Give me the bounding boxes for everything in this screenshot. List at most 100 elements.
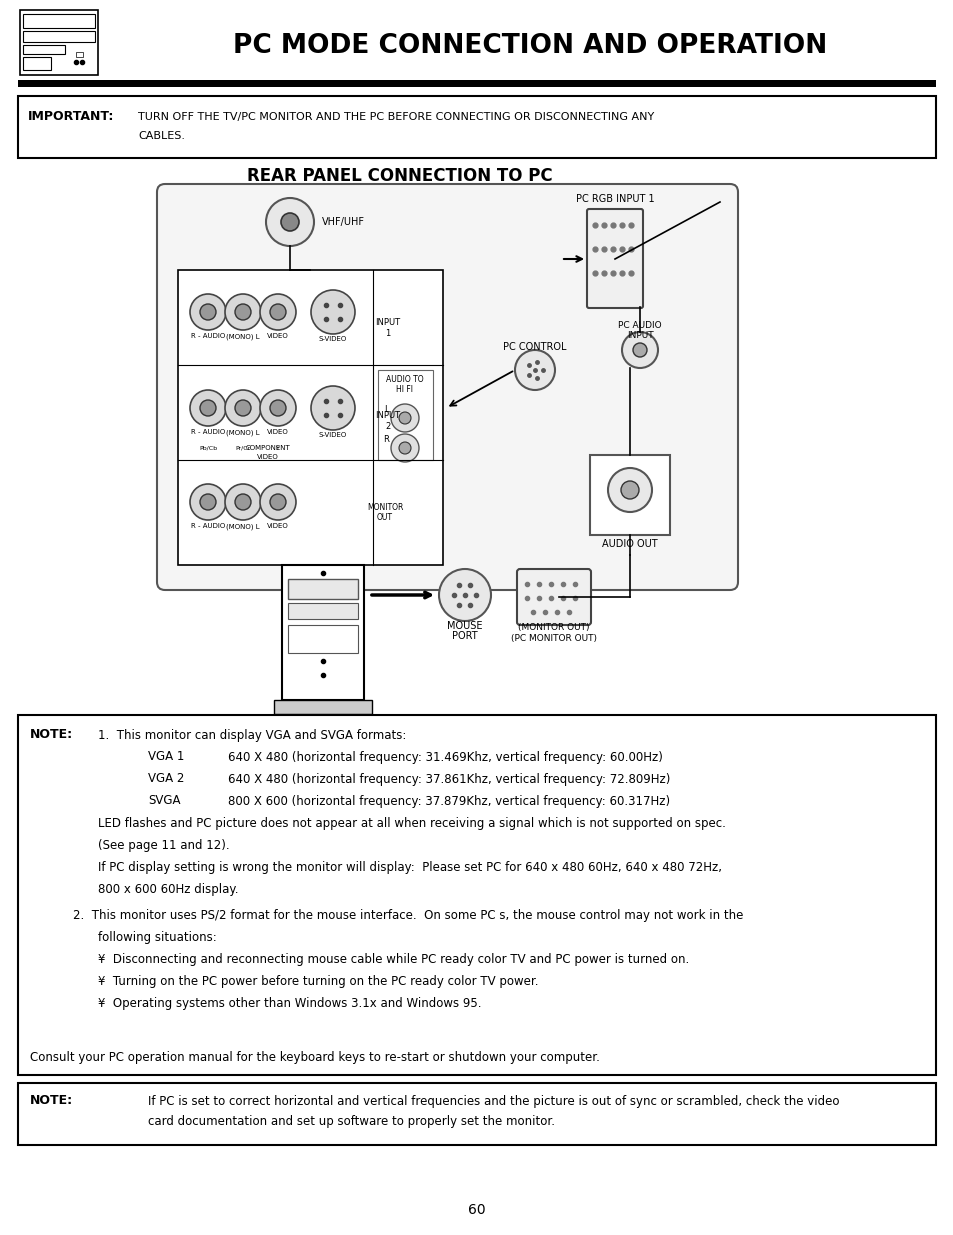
Circle shape: [260, 390, 295, 426]
Circle shape: [190, 390, 226, 426]
Text: PC AUDIO: PC AUDIO: [618, 321, 661, 330]
Bar: [282, 564, 364, 700]
Text: (MONO) L: (MONO) L: [226, 429, 259, 436]
Text: NOTE:: NOTE:: [30, 1094, 73, 1108]
Bar: [23, 57, 51, 70]
Circle shape: [270, 400, 286, 416]
Bar: [377, 370, 433, 459]
Circle shape: [225, 294, 261, 330]
Bar: [288, 625, 357, 653]
Text: CABLES.: CABLES.: [138, 131, 185, 141]
Text: 1.  This monitor can display VGA and SVGA formats:: 1. This monitor can display VGA and SVGA…: [98, 729, 406, 741]
Text: S-VIDEO: S-VIDEO: [318, 336, 347, 342]
Bar: [288, 579, 357, 599]
Text: following situations:: following situations:: [98, 930, 216, 944]
Text: VGA 2: VGA 2: [148, 773, 184, 785]
Text: card documentation and set up software to properly set the monitor.: card documentation and set up software t…: [148, 1114, 555, 1128]
Circle shape: [200, 494, 215, 510]
Bar: [274, 700, 372, 714]
Bar: [23, 31, 95, 42]
Text: VGA 1: VGA 1: [148, 751, 184, 763]
Bar: [18, 96, 935, 158]
Circle shape: [200, 400, 215, 416]
Text: (MONO) L: (MONO) L: [226, 333, 259, 340]
Text: AUDIO OUT: AUDIO OUT: [601, 538, 658, 550]
Text: VIDEO: VIDEO: [267, 333, 289, 338]
Text: MONITOR: MONITOR: [366, 503, 403, 513]
Text: AUDIO TO: AUDIO TO: [386, 375, 423, 384]
FancyBboxPatch shape: [517, 569, 590, 625]
Text: 2: 2: [385, 422, 390, 431]
Text: S-VIDEO: S-VIDEO: [318, 432, 347, 438]
Circle shape: [270, 494, 286, 510]
Text: Pr/Cr: Pr/Cr: [235, 446, 251, 451]
Circle shape: [234, 494, 251, 510]
Text: INPUT: INPUT: [626, 331, 653, 340]
Text: If PC is set to correct horizontal and vertical frequencies and the picture is o: If PC is set to correct horizontal and v…: [148, 1094, 839, 1108]
Circle shape: [260, 294, 295, 330]
Text: Consult your PC operation manual for the keyboard keys to re-start or shutdown y: Consult your PC operation manual for the…: [30, 1051, 599, 1063]
Circle shape: [391, 404, 418, 432]
Text: 800 x 600 60Hz display.: 800 x 600 60Hz display.: [98, 883, 238, 895]
Text: TURN OFF THE TV/PC MONITOR AND THE PC BEFORE CONNECTING OR DISCONNECTING ANY: TURN OFF THE TV/PC MONITOR AND THE PC BE…: [138, 112, 654, 122]
Circle shape: [398, 412, 411, 424]
Circle shape: [607, 468, 651, 513]
Text: SVGA: SVGA: [148, 794, 180, 808]
Text: VHF/UHF: VHF/UHF: [322, 217, 365, 227]
Text: R: R: [383, 435, 389, 445]
Text: (MONO) L: (MONO) L: [226, 522, 259, 530]
Circle shape: [438, 569, 491, 621]
Circle shape: [234, 400, 251, 416]
Text: VIDEO: VIDEO: [257, 454, 278, 459]
Text: INPUT: INPUT: [375, 411, 400, 420]
Circle shape: [311, 387, 355, 430]
Circle shape: [266, 198, 314, 246]
Text: R - AUDIO: R - AUDIO: [191, 333, 225, 338]
FancyBboxPatch shape: [586, 209, 642, 308]
Circle shape: [391, 433, 418, 462]
Text: 1: 1: [385, 329, 390, 338]
Circle shape: [225, 484, 261, 520]
Bar: [18, 80, 935, 86]
Text: R - AUDIO: R - AUDIO: [191, 429, 225, 435]
Bar: [23, 44, 65, 54]
Bar: [178, 270, 442, 564]
Text: VIDEO: VIDEO: [267, 429, 289, 435]
Circle shape: [270, 304, 286, 320]
Text: INPUT: INPUT: [375, 317, 400, 327]
Text: IMPORTANT:: IMPORTANT:: [28, 110, 114, 124]
Text: ¥  Operating systems other than Windows 3.1x and Windows 95.: ¥ Operating systems other than Windows 3…: [98, 997, 481, 1009]
Circle shape: [200, 304, 215, 320]
Text: ¥  Turning on the PC power before turning on the PC ready color TV power.: ¥ Turning on the PC power before turning…: [98, 974, 537, 988]
Text: 60: 60: [468, 1203, 485, 1216]
Text: L: L: [383, 405, 388, 414]
Text: 2.  This monitor uses PS/2 format for the mouse interface.  On some PC s, the mo: 2. This monitor uses PS/2 format for the…: [73, 909, 742, 921]
Circle shape: [620, 480, 639, 499]
Circle shape: [190, 294, 226, 330]
Text: LED flashes and PC picture does not appear at all when receiving a signal which : LED flashes and PC picture does not appe…: [98, 816, 725, 830]
Circle shape: [633, 343, 646, 357]
Text: PORT: PORT: [452, 631, 477, 641]
Bar: [23, 14, 95, 28]
Text: PC CONTROL: PC CONTROL: [502, 342, 566, 352]
Circle shape: [398, 442, 411, 454]
Text: OUT: OUT: [376, 513, 393, 522]
Text: HI FI: HI FI: [396, 385, 413, 394]
Text: If PC display setting is wrong the monitor will display:  Please set PC for 640 : If PC display setting is wrong the monit…: [98, 861, 721, 873]
Bar: [288, 603, 357, 619]
Circle shape: [225, 390, 261, 426]
Circle shape: [190, 484, 226, 520]
Text: PC MODE CONNECTION AND OPERATION: PC MODE CONNECTION AND OPERATION: [233, 33, 826, 59]
Text: NOTE:: NOTE:: [30, 729, 73, 741]
Text: MOUSE: MOUSE: [447, 621, 482, 631]
Circle shape: [234, 304, 251, 320]
Bar: [18, 1083, 935, 1145]
Bar: [76, 52, 83, 57]
Circle shape: [515, 350, 555, 390]
Text: 640 X 480 (horizontal frequency: 31.469Khz, vertical frequency: 60.00Hz): 640 X 480 (horizontal frequency: 31.469K…: [228, 751, 662, 763]
Bar: [20, 10, 98, 75]
Text: 640 X 480 (horizontal frequency: 37.861Khz, vertical frequency: 72.809Hz): 640 X 480 (horizontal frequency: 37.861K…: [228, 773, 670, 785]
Text: REAR PANEL CONNECTION TO PC: REAR PANEL CONNECTION TO PC: [247, 167, 552, 185]
Text: (PC MONITOR OUT): (PC MONITOR OUT): [511, 634, 597, 643]
Circle shape: [260, 484, 295, 520]
